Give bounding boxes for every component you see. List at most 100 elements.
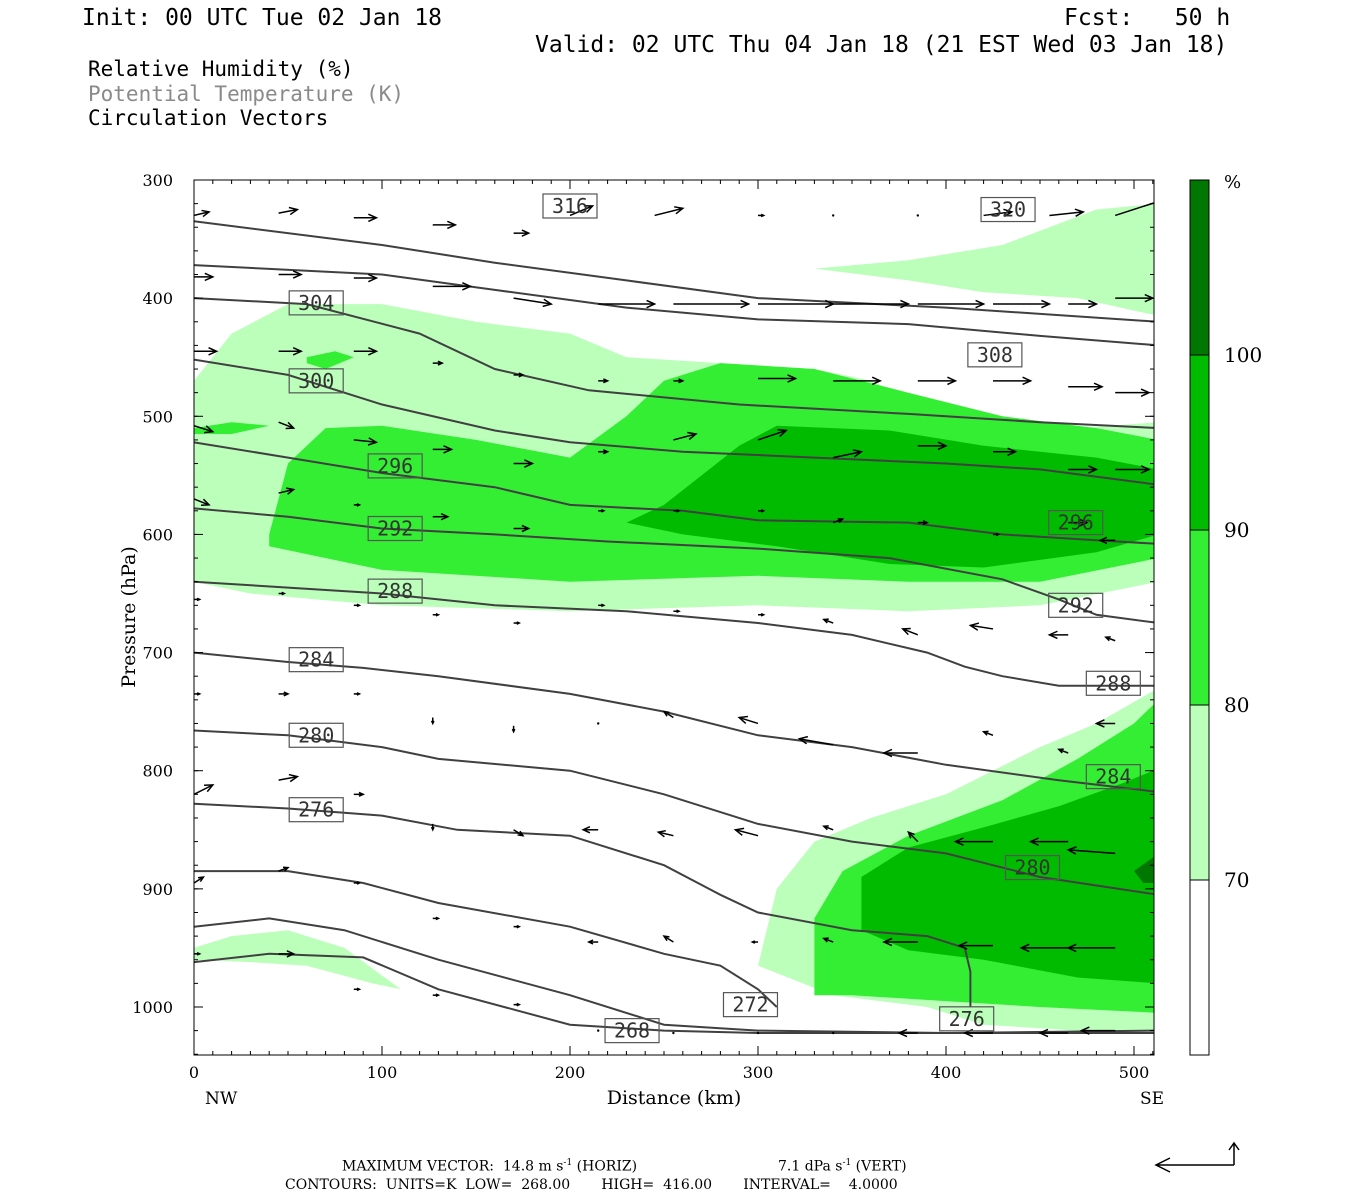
svg-text:284: 284 [1095,765,1131,789]
theta-label: 288 [367,578,423,604]
circulation-vector [194,784,215,796]
circulation-vector [833,449,864,459]
circulation-vector [1115,388,1151,397]
circulation-vector [432,220,458,230]
circulation-vector [353,791,366,797]
svg-text:288: 288 [377,579,413,603]
circulation-vector [353,437,379,446]
circulation-vector [993,532,1001,537]
circulation-vector [673,378,685,384]
circulation-vector [758,374,798,383]
x-axis-title: Distance (km) [607,1087,742,1109]
svg-text:272: 272 [732,993,768,1017]
circulation-vector [662,935,674,943]
circulation-vector [822,937,834,943]
max-vector-vert-label: (VERT) [851,1158,907,1175]
circulation-vector [278,347,303,356]
circulation-vector [598,508,606,513]
circulation-vector [278,421,296,430]
circulation-vector [1019,943,1069,953]
colorbar-segment [1189,179,1210,356]
legend-relative-humidity: Relative Humidity (%) [88,57,354,81]
circulation-vector [597,1029,600,1032]
theta-contour-line [194,580,1154,687]
x-tick-label: 100 [367,1063,398,1082]
circulation-vector [194,498,211,507]
circulation-vector [513,297,554,308]
circulation-vector [513,621,522,625]
circulation-vector [654,206,685,217]
circulation-vector [278,591,287,596]
theta-contour-line [194,358,1154,486]
circulation-vector [1104,636,1116,642]
svg-text:300: 300 [298,369,334,393]
init-time: Init: 00 UTC Tue 02 Jan 18 [82,5,443,31]
svg-text:276: 276 [949,1007,985,1031]
circulation-vector [756,1031,760,1035]
circulation-vector [916,214,919,217]
theta-label: 280 [1004,854,1061,881]
circulation-vector [822,618,834,624]
vector-layer [194,202,1154,1038]
colorbar-segment [1189,354,1210,531]
circulation-vector [993,447,1018,457]
colorbar-unit: % [1224,172,1241,193]
circulation-vector [194,272,215,282]
circulation-vector [673,299,751,309]
svg-text:292: 292 [377,517,413,541]
colorbar-segment [1189,879,1210,1056]
circulation-vector [1028,837,1069,846]
circulation-vector [901,627,919,636]
circulation-vector [907,830,919,843]
y-tick-label: 800 [142,762,173,781]
circulation-vector [917,376,958,386]
circulation-vector [278,270,303,279]
svg-text:296: 296 [377,454,413,478]
circulation-vector [194,347,219,356]
circulation-vector [917,520,930,526]
circulation-vector [673,508,681,513]
x-end-label-se: SE [1140,1089,1164,1109]
svg-text:304: 304 [298,291,334,315]
y-tick-label: 1000 [132,998,173,1017]
circulation-vector [757,428,788,441]
circulation-vector [432,360,444,366]
svg-text:284: 284 [298,648,334,672]
contour-info: CONTOURS: UNITS=K LOW= 268.00 HIGH= 416.… [285,1177,898,1193]
svg-text:276: 276 [298,798,334,822]
rh-region-80 [306,351,354,369]
max-vector-vert-note: 7.1 dPa s-1 (VERT) [778,1158,907,1175]
circulation-vector [353,603,362,608]
valid-time: Valid: 02 UTC Thu 04 Jan 18 (21 EST Wed … [535,32,1228,58]
y-tick-label: 600 [142,525,173,544]
legend-circulation-vectors: Circulation Vectors [88,106,329,130]
x-tick-label: 0 [189,1063,199,1082]
circulation-vector [513,229,531,237]
circulation-vector [673,609,681,614]
circulation-vector [430,717,435,726]
circulation-vector [737,715,759,725]
circulation-vector [797,735,834,746]
svg-text:268: 268 [614,1019,650,1043]
circulation-vector [513,372,525,378]
circulation-vector [897,1028,918,1038]
x-end-label-nw: NW [205,1089,238,1109]
circulation-vector [430,823,435,832]
circulation-vector [1057,748,1069,754]
circulation-vector [917,441,948,451]
theta-label: 284 [288,647,344,673]
circulation-vector [278,773,300,783]
theta-label: 284 [1085,764,1141,790]
theta-label: 300 [288,368,344,394]
rh-region-70 [194,930,401,990]
plot-frame [193,179,1155,1056]
y-tick-label: 700 [142,644,173,663]
svg-text:288: 288 [1095,671,1131,695]
circulation-vector [432,612,441,617]
y-tick-label: 300 [142,171,173,190]
circulation-vector [598,603,606,608]
theta-contour-line [194,220,1154,323]
circulation-vector [581,826,599,834]
y-tick-label: 400 [142,289,173,308]
circulation-vector [1068,382,1104,392]
